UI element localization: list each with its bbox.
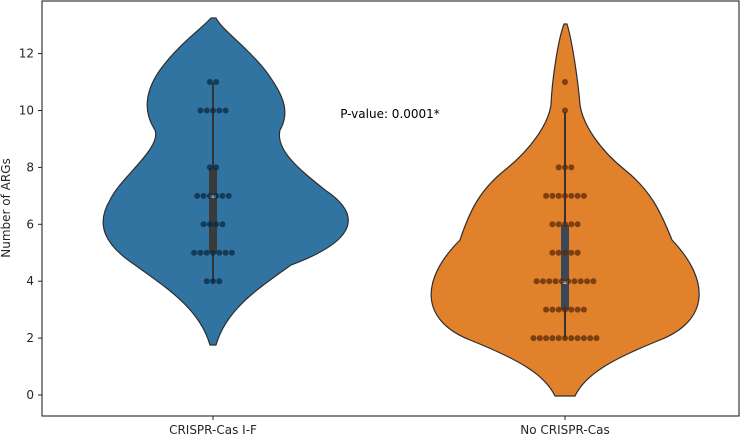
swarm-point xyxy=(210,107,216,114)
swarm-point xyxy=(568,249,575,256)
swarm-point xyxy=(577,278,584,285)
swarm-point xyxy=(203,249,210,256)
swarm-point xyxy=(562,249,568,256)
swarm-point xyxy=(543,306,550,313)
swarm-point xyxy=(543,335,550,342)
swarm-point xyxy=(213,192,220,199)
axes-frame xyxy=(41,0,740,417)
swarm-points xyxy=(191,79,600,342)
swarm-point xyxy=(216,278,223,285)
swarm-point xyxy=(549,249,556,256)
swarm-point xyxy=(580,335,587,342)
swarm-point xyxy=(197,107,204,114)
swarm-point xyxy=(543,192,550,199)
swarm-point xyxy=(206,192,213,199)
swarm-point xyxy=(216,249,223,256)
swarm-point xyxy=(555,164,562,171)
swarm-point xyxy=(562,164,568,171)
swarm-point xyxy=(197,249,204,256)
swarm-point xyxy=(191,249,198,256)
swarm-point xyxy=(225,192,232,199)
swarm-point xyxy=(555,335,562,342)
swarm-point xyxy=(549,221,556,228)
swarm-point xyxy=(539,278,546,285)
swarm-point xyxy=(200,221,207,228)
x-tick-label: No CRISPR-Cas xyxy=(520,423,609,435)
swarm-point xyxy=(213,164,220,171)
swarm-point xyxy=(562,107,568,114)
swarm-point xyxy=(584,278,591,285)
swarm-point xyxy=(558,278,565,285)
swarm-point xyxy=(571,278,578,285)
swarm-point xyxy=(549,335,556,342)
y-tick-label: 10 xyxy=(19,104,34,118)
y-axis-label: Number of ARGs xyxy=(0,158,13,258)
swarm-point xyxy=(533,278,540,285)
swarm-point xyxy=(549,306,556,313)
swarm-point xyxy=(562,79,568,86)
swarm-point xyxy=(555,249,562,256)
swarm-point xyxy=(593,335,600,342)
swarm-point xyxy=(222,107,229,114)
swarm-point xyxy=(590,278,597,285)
y-tick-label: 0 xyxy=(26,388,34,402)
swarm-point xyxy=(206,164,213,171)
swarm-point xyxy=(568,164,575,171)
swarm-point xyxy=(580,192,587,199)
swarm-point xyxy=(562,192,568,199)
x-tick-label: CRISPR-Cas I-F xyxy=(169,423,257,435)
swarm-point xyxy=(194,192,201,199)
swarm-point xyxy=(587,335,594,342)
swarm-point xyxy=(219,192,226,199)
swarm-point xyxy=(568,192,575,199)
violin-crispr-cas-if xyxy=(102,17,349,346)
swarm-point xyxy=(530,335,537,342)
swarm-point xyxy=(210,278,216,285)
swarm-point xyxy=(203,278,210,285)
swarm-point xyxy=(210,249,216,256)
y-tick-label: 2 xyxy=(26,331,34,345)
boxplot-crispr-cas-if xyxy=(209,83,217,282)
swarm-point xyxy=(562,335,568,342)
swarm-point xyxy=(203,107,210,114)
y-axis: 0 2 4 6 8 10 12 xyxy=(19,47,42,402)
swarm-point xyxy=(206,79,213,86)
p-value-annotation: P-value: 0.0001* xyxy=(340,107,440,121)
swarm-point xyxy=(562,306,568,313)
swarm-point xyxy=(555,192,562,199)
swarm-point xyxy=(574,335,581,342)
swarm-point xyxy=(568,335,575,342)
swarm-point xyxy=(200,192,207,199)
swarm-point xyxy=(552,278,559,285)
swarm-point xyxy=(536,335,543,342)
swarm-point xyxy=(574,221,581,228)
swarm-point xyxy=(568,306,575,313)
swarm-point xyxy=(574,306,581,313)
swarm-point xyxy=(562,221,568,228)
y-tick-label: 8 xyxy=(26,160,34,174)
swarm-point xyxy=(565,278,572,285)
swarm-point xyxy=(213,79,220,86)
swarm-point xyxy=(555,306,562,313)
swarm-point xyxy=(574,192,581,199)
swarm-point xyxy=(546,278,553,285)
swarm-point xyxy=(568,221,575,228)
y-tick-label: 12 xyxy=(19,47,34,61)
y-tick-label: 4 xyxy=(26,274,34,288)
swarm-point xyxy=(574,249,581,256)
swarm-point xyxy=(222,249,229,256)
swarm-point xyxy=(580,306,587,313)
swarm-point xyxy=(549,192,556,199)
swarm-point xyxy=(213,221,220,228)
swarm-point xyxy=(555,221,562,228)
swarm-point xyxy=(206,221,213,228)
swarm-point xyxy=(228,249,235,256)
y-tick-label: 6 xyxy=(26,217,34,231)
swarm-point xyxy=(219,221,226,228)
swarm-point xyxy=(216,107,223,114)
